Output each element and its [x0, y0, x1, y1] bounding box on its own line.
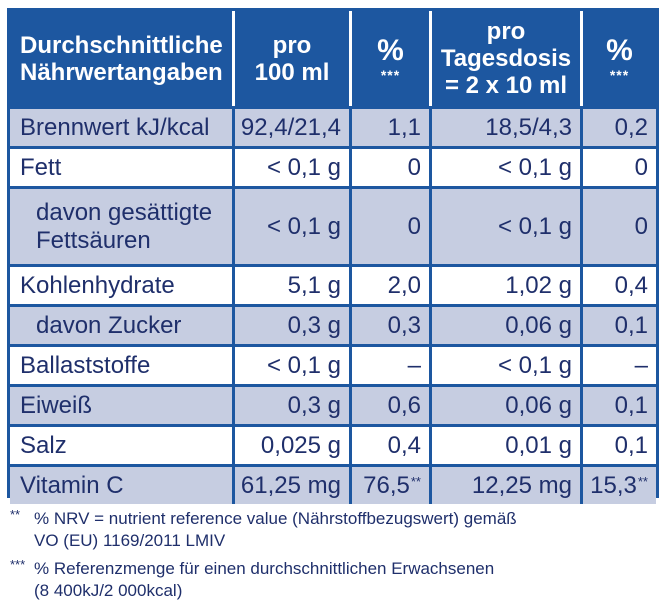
- footnote-marker: **: [637, 474, 648, 489]
- footnote-line1: % Referenzmenge für einen durchschnittli…: [34, 559, 495, 578]
- percent-per-dose: 15,3 **: [580, 467, 656, 504]
- header-percent-daily-stars: ***: [609, 66, 630, 83]
- header-per-100ml-line1: pro: [272, 31, 312, 59]
- value-per-dose: 0,06 g: [429, 307, 580, 344]
- table-row: Ballaststoffe < 0,1 g – < 0,1 g –: [10, 344, 656, 384]
- nutrient-name: Vitamin C: [20, 471, 124, 499]
- nutrient-name: Brennwert kJ/kcal: [20, 113, 210, 141]
- header-daily-line2: Tagesdosis: [440, 45, 572, 72]
- percent-per-100ml: 2,0: [349, 267, 429, 304]
- value-per-dose: < 0,1 g: [429, 189, 580, 264]
- header-percent-daily-symbol: %: [606, 33, 633, 67]
- value-per-dose: 0,01 g: [429, 427, 580, 464]
- percent-per-dose: 0,1: [580, 427, 656, 464]
- header-nutrients-line1: Durchschnittliche: [20, 31, 223, 59]
- nutrient-name: Fett: [20, 153, 62, 181]
- header-nutrients-line2: Nährwertangaben: [20, 58, 223, 86]
- percent-per-100ml: 0,6: [349, 387, 429, 424]
- header-per-100ml-line2: 100 ml: [254, 58, 330, 86]
- table-row: davon gesättigte Fettsäuren < 0,1 g 0 < …: [10, 186, 656, 264]
- percent-value: 15,3: [590, 471, 637, 499]
- value-per-100ml: 5,1 g: [232, 267, 349, 304]
- percent-per-100ml: 0: [349, 189, 429, 264]
- nutrient-name-line2: Fettsäuren: [36, 226, 151, 254]
- header-percent-stars: ***: [380, 66, 401, 83]
- footnote-line2: (8 400kJ/2 000kcal): [34, 581, 183, 600]
- value-per-100ml: 0,025 g: [232, 427, 349, 464]
- table-row: davon Zucker 0,3 g 0,3 0,06 g 0,1: [10, 304, 656, 344]
- percent-per-dose: –: [580, 347, 656, 384]
- percent-value: 76,5: [363, 471, 410, 499]
- percent-per-100ml: 0,4: [349, 427, 429, 464]
- header-per-daily-dose: pro Tagesdosis = 2 x 10 ml: [429, 11, 580, 106]
- table-row: Eiweiß 0,3 g 0,6 0,06 g 0,1: [10, 384, 656, 424]
- value-per-dose: 12,25 mg: [429, 467, 580, 504]
- value-per-dose: 18,5/4,3: [429, 109, 580, 146]
- footnote-marker: **: [410, 474, 421, 489]
- percent-per-dose: 0,1: [580, 307, 656, 344]
- nutrient-name: Ballaststoffe: [20, 351, 151, 379]
- value-per-dose: 0,06 g: [429, 387, 580, 424]
- footnote-mark: **: [10, 507, 21, 522]
- header-daily-line1: pro: [486, 18, 526, 45]
- nutrient-name-text: davon gesättigte Fettsäuren: [36, 199, 212, 255]
- header-daily-line3: = 2 x 10 ml: [444, 72, 568, 99]
- percent-per-100ml: 0,3: [349, 307, 429, 344]
- value-per-dose: 1,02 g: [429, 267, 580, 304]
- nutrient-name: Kohlenhydrate: [20, 271, 175, 299]
- percent-per-dose: 0: [580, 189, 656, 264]
- percent-per-100ml: –: [349, 347, 429, 384]
- footnote-line1: % NRV = nutrient reference value (Nährst…: [34, 509, 517, 528]
- footnote-reference: *** % Referenzmenge für einen durchschni…: [10, 557, 650, 604]
- footnote-text: % Referenzmenge für einen durchschnittli…: [34, 558, 494, 602]
- percent-per-dose: 0: [580, 149, 656, 186]
- table-row: Kohlenhydrate 5,1 g 2,0 1,02 g 0,4: [10, 264, 656, 304]
- table-row: Fett < 0,1 g 0 < 0,1 g 0: [10, 146, 656, 186]
- percent-per-100ml: 76,5 **: [349, 467, 429, 504]
- value-per-100ml: < 0,1 g: [232, 149, 349, 186]
- nutrient-name: Eiweiß: [20, 391, 93, 419]
- value-per-dose: < 0,1 g: [429, 149, 580, 186]
- footnote-text: % NRV = nutrient reference value (Nährst…: [34, 508, 517, 552]
- nutrient-name: davon Zucker: [36, 311, 182, 339]
- table-row: Salz 0,025 g 0,4 0,01 g 0,1: [10, 424, 656, 464]
- header-percent-daily: % ***: [580, 11, 656, 106]
- value-per-dose: < 0,1 g: [429, 347, 580, 384]
- percent-per-dose: 0,4: [580, 267, 656, 304]
- percent-per-100ml: 0: [349, 149, 429, 186]
- footnote-line2: VO (EU) 1169/2011 LMIV: [34, 531, 226, 550]
- header-percent-symbol: %: [377, 33, 404, 67]
- percent-per-100ml: 1,1: [349, 109, 429, 146]
- footnote-mark: ***: [10, 557, 26, 572]
- value-per-100ml: < 0,1 g: [232, 189, 349, 264]
- table-row: Vitamin C 61,25 mg 76,5 ** 12,25 mg 15,3 *…: [10, 464, 656, 504]
- footnote-nrv: ** % NRV = nutrient reference value (Näh…: [10, 507, 650, 552]
- value-per-100ml: 0,3 g: [232, 307, 349, 344]
- nutrition-table: Durchschnittliche Nährwertangaben pro 10…: [7, 8, 659, 504]
- value-per-100ml: < 0,1 g: [232, 347, 349, 384]
- header-nutrients: Durchschnittliche Nährwertangaben: [10, 11, 232, 106]
- value-per-100ml: 92,4/21,4: [232, 109, 349, 146]
- percent-per-dose: 0,1: [580, 387, 656, 424]
- nutrient-name: Salz: [20, 431, 67, 459]
- table-header: Durchschnittliche Nährwertangaben pro 10…: [10, 11, 656, 106]
- header-percent-100ml: % ***: [349, 11, 429, 106]
- value-per-100ml: 0,3 g: [232, 387, 349, 424]
- header-per-100ml: pro 100 ml: [232, 11, 349, 106]
- nutrient-name-line1: davon gesättigte: [36, 198, 213, 226]
- value-per-100ml: 61,25 mg: [232, 467, 349, 504]
- percent-per-dose: 0,2: [580, 109, 656, 146]
- nutrient-name: davon gesättigte Fettsäuren: [10, 189, 232, 264]
- table-row: Brennwert kJ/kcal 92,4/21,4 1,1 18,5/4,3…: [10, 106, 656, 146]
